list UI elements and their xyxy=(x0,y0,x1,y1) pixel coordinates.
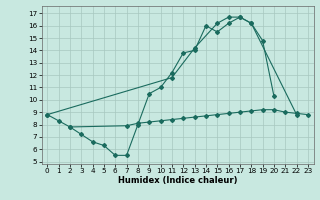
X-axis label: Humidex (Indice chaleur): Humidex (Indice chaleur) xyxy=(118,176,237,185)
